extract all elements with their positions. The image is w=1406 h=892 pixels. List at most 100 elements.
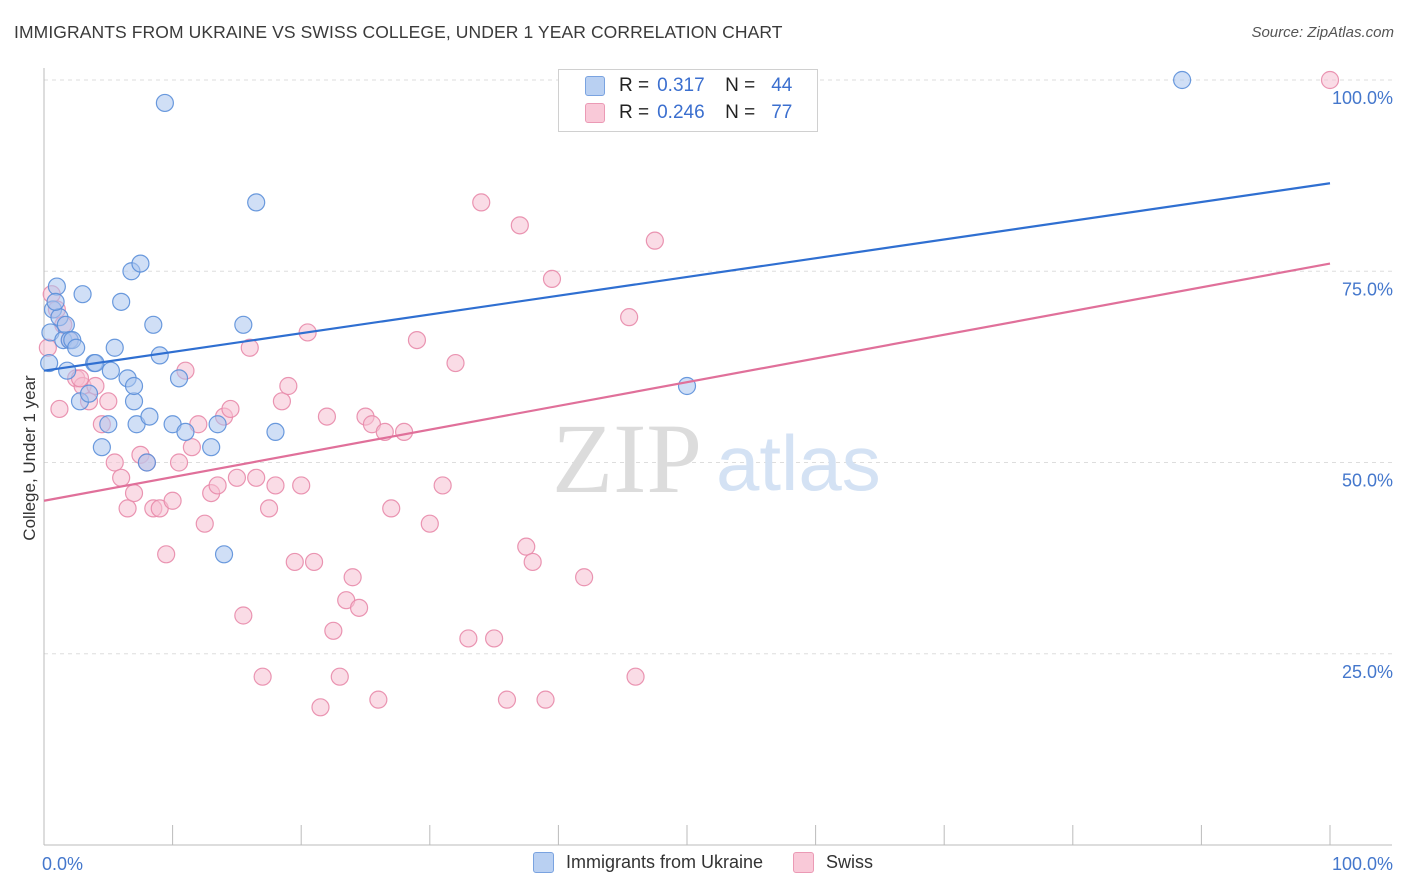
x-tick-label: 100.0% bbox=[1332, 854, 1393, 874]
y-tick-label: 75.0% bbox=[1342, 279, 1393, 299]
swiss-point bbox=[163, 491, 182, 510]
swiss-point bbox=[394, 422, 414, 441]
swiss-point bbox=[536, 690, 555, 709]
swiss-point bbox=[407, 331, 427, 350]
ukraine-point bbox=[214, 545, 234, 564]
swiss-point bbox=[240, 338, 259, 357]
ukraine-point bbox=[202, 438, 221, 457]
swiss-point bbox=[221, 399, 240, 419]
swiss-point bbox=[266, 476, 285, 495]
y-tick-label: 50.0% bbox=[1342, 471, 1393, 491]
ukraine-point bbox=[208, 415, 227, 434]
swiss-trend-line bbox=[43, 262, 1331, 502]
swiss-point bbox=[50, 399, 69, 419]
ukraine-point bbox=[131, 254, 150, 273]
swiss-point bbox=[311, 698, 330, 717]
ukraine-point bbox=[176, 422, 195, 441]
legend-item-swiss[interactable]: Swiss bbox=[793, 852, 873, 873]
swiss-point bbox=[227, 468, 246, 487]
ukraine-point bbox=[124, 376, 144, 396]
legend-r-key: R = bbox=[619, 75, 650, 96]
swiss-point bbox=[259, 499, 279, 518]
swiss-point bbox=[433, 476, 452, 495]
ukraine-point bbox=[140, 407, 159, 426]
gridlines bbox=[44, 79, 1392, 655]
swiss-point bbox=[523, 552, 542, 572]
ukraine-point bbox=[67, 338, 86, 357]
legend-label-ukraine: Immigrants from Ukraine bbox=[565, 852, 764, 872]
ukraine-point bbox=[46, 292, 65, 311]
swiss-point bbox=[208, 476, 227, 495]
legend-swatch-ukraine bbox=[532, 852, 554, 873]
swiss-point bbox=[620, 308, 639, 327]
swiss-point bbox=[118, 499, 137, 518]
swiss-point bbox=[195, 514, 214, 533]
legend-item-ukraine[interactable]: Immigrants from Ukraine bbox=[532, 852, 764, 873]
legend-swatch-swiss bbox=[585, 103, 605, 123]
ukraine-point bbox=[1173, 70, 1192, 90]
ukraine-point bbox=[124, 392, 144, 411]
swiss-point bbox=[497, 690, 517, 709]
swiss-point bbox=[459, 629, 478, 648]
swiss-point bbox=[472, 193, 491, 212]
legend-r-value: 0.317 bbox=[657, 75, 705, 96]
correlation-legend: R = 0.317 N = 44 R = 0.246 N = 77 bbox=[558, 69, 818, 132]
ukraine-point bbox=[47, 277, 66, 296]
ukraine-point bbox=[58, 361, 77, 380]
legend-n-value: 44 bbox=[771, 75, 793, 96]
legend-label-swiss: Swiss bbox=[826, 852, 874, 872]
legend-row-swiss: R = 0.246 N = 77 bbox=[585, 101, 792, 125]
watermark: ZIP atlas bbox=[552, 403, 881, 514]
legend-swatch-swiss bbox=[793, 852, 815, 873]
axes bbox=[43, 68, 1392, 846]
swiss-point bbox=[542, 269, 562, 288]
swiss-point bbox=[510, 216, 529, 235]
ukraine-trend-line bbox=[43, 182, 1331, 372]
swiss-point bbox=[575, 568, 594, 587]
legend-n-key: N = bbox=[725, 75, 756, 96]
series-legend: Immigrants from Ukraine Swiss bbox=[0, 852, 1406, 873]
legend-row-ukraine: R = 0.317 N = 44 bbox=[585, 74, 792, 98]
swiss-point bbox=[420, 514, 439, 533]
x-tick-label: 0.0% bbox=[42, 854, 83, 874]
x-tick-labels: 0.0% 100.0% bbox=[42, 854, 1393, 874]
legend-n-key: N = bbox=[725, 102, 756, 123]
ukraine-point bbox=[266, 422, 285, 441]
swiss-point bbox=[485, 629, 504, 648]
swiss-point bbox=[99, 392, 118, 411]
y-tick-labels: 25.0% 50.0% 75.0% 100.0% bbox=[1332, 88, 1393, 682]
swiss-point bbox=[317, 407, 337, 426]
swiss-point bbox=[369, 690, 388, 709]
swiss-point bbox=[124, 484, 144, 503]
ukraine-point bbox=[101, 361, 120, 380]
swiss-point bbox=[349, 598, 369, 617]
ukraine-point bbox=[155, 93, 174, 113]
swiss-point bbox=[38, 338, 57, 357]
legend-r-value: 0.246 bbox=[657, 102, 705, 123]
ukraine-point bbox=[105, 338, 124, 357]
swiss-point bbox=[330, 667, 349, 686]
ukraine-point bbox=[99, 415, 118, 434]
swiss-point bbox=[285, 552, 304, 572]
swiss-point bbox=[169, 453, 189, 472]
y-tick-label: 100.0% bbox=[1332, 88, 1393, 108]
ukraine-point bbox=[56, 315, 75, 334]
chart-title: IMMIGRANTS FROM UKRAINE VS SWISS COLLEGE… bbox=[14, 22, 783, 42]
source-credit: Source: ZipAtlas.com bbox=[1251, 24, 1394, 41]
ukraine-point bbox=[137, 453, 156, 472]
swiss-point bbox=[292, 476, 311, 495]
swiss-point bbox=[343, 568, 362, 587]
ukraine-point bbox=[234, 315, 253, 334]
legend-r-key: R = bbox=[619, 102, 650, 123]
legend-swatch-ukraine bbox=[585, 76, 605, 96]
ukraine-point bbox=[112, 292, 131, 311]
ukraine-point bbox=[79, 384, 99, 403]
ukraine-point bbox=[40, 353, 59, 373]
swiss-point bbox=[272, 392, 292, 411]
swiss-point bbox=[446, 353, 465, 373]
trend-lines bbox=[43, 182, 1331, 502]
ukraine-point bbox=[144, 315, 163, 334]
swiss-point bbox=[182, 438, 201, 457]
swiss-point bbox=[382, 499, 401, 518]
